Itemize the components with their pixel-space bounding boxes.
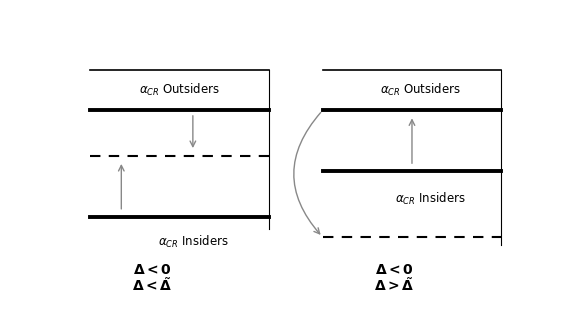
Text: $\alpha_{CR}$ Outsiders: $\alpha_{CR}$ Outsiders	[380, 82, 462, 98]
Text: $\mathbf{\Delta<0}$: $\mathbf{\Delta<0}$	[374, 263, 414, 277]
Text: $\mathbf{\Delta<\tilde{\Delta}}$: $\mathbf{\Delta<\tilde{\Delta}}$	[132, 276, 173, 294]
Text: $\alpha_{CR}$ Outsiders: $\alpha_{CR}$ Outsiders	[139, 82, 220, 98]
Text: $\mathbf{\Delta>\tilde{\Delta}}$: $\mathbf{\Delta>\tilde{\Delta}}$	[374, 276, 414, 294]
FancyArrowPatch shape	[294, 113, 321, 234]
Text: $\mathbf{\Delta<0}$: $\mathbf{\Delta<0}$	[133, 263, 172, 277]
Text: $\alpha_{CR}$ Insiders: $\alpha_{CR}$ Insiders	[158, 234, 228, 250]
Text: $\alpha_{CR}$ Insiders: $\alpha_{CR}$ Insiders	[395, 191, 465, 207]
